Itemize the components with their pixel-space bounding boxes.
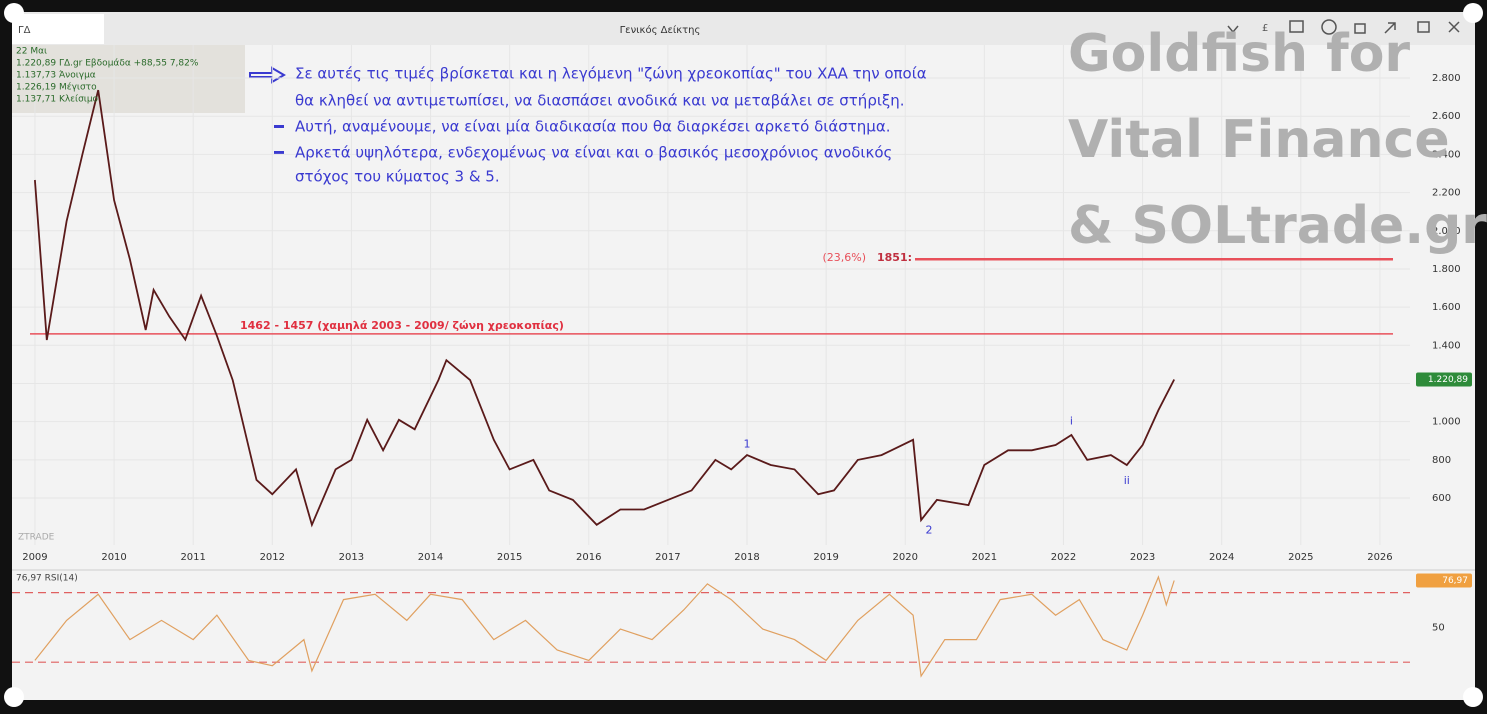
dropdown[interactable] (1227, 25, 1239, 34)
y-tick-label: 1.000 (1432, 417, 1461, 428)
series-line (34, 89, 1176, 528)
x-tick-label: 2011 (180, 552, 205, 563)
x-tick-label: 2014 (418, 552, 443, 563)
corner-handle[interactable] (1463, 3, 1483, 23)
logo: ZTRADE (18, 533, 55, 543)
note-line: Σε αυτές τις τιμές βρίσκεται και η λεγόμ… (295, 65, 927, 83)
corner-handle[interactable] (1463, 687, 1483, 707)
window-button[interactable] (1354, 23, 1366, 34)
level-label: 1462 - 1457 (χαμηλά 2003 - 2009/ ζώνη χρ… (240, 319, 564, 332)
window-button[interactable] (1289, 20, 1304, 33)
window-button[interactable] (1321, 19, 1337, 35)
y-tick-label: 50 (1432, 622, 1445, 633)
x-tick-label: 2009 (22, 552, 47, 563)
level-label: 1851: (877, 251, 912, 264)
level-prefix: (23,6%) (822, 251, 866, 264)
bullet (274, 125, 284, 128)
window (12, 12, 1475, 700)
x-tick-label: 2024 (1209, 552, 1234, 563)
y-tick-label: 800 (1432, 455, 1451, 466)
x-tick-label: 2016 (576, 552, 601, 563)
panel-title: 76,97 RSI(14) (16, 574, 78, 584)
chart-layer: 6008001.0001.2001.4001.6001.8002.0002.20… (12, 24, 1487, 678)
window-button[interactable] (1417, 21, 1430, 33)
y-tick-label: 2.400 (1432, 149, 1461, 160)
info-line: 1.137,73 Άνοιγμα (16, 71, 96, 81)
y-tick-label: 2.800 (1432, 73, 1461, 84)
x-axis-band (12, 545, 1410, 570)
wave-label: ii (1124, 474, 1130, 487)
y-tick-label: 1.600 (1432, 302, 1461, 313)
y-tick-label: 2.600 (1432, 111, 1461, 122)
x-tick-label: 2013 (339, 552, 364, 563)
last-value-label: 76,97 (1442, 576, 1468, 586)
y-tick-label: 1.800 (1432, 264, 1461, 275)
x-tick-label: 2025 (1288, 552, 1313, 563)
wave-label: 2 (925, 523, 932, 536)
x-tick-label: 2020 (893, 552, 918, 563)
corner-handle[interactable] (4, 687, 24, 707)
x-tick-label: 2019 (813, 552, 838, 563)
window-title: Γενικός Δείκτης (620, 24, 701, 36)
last-value-badge (1416, 573, 1472, 588)
symbol-tab[interactable] (12, 14, 104, 44)
note-line: Αρκετά υψηλότερα, ενδεχομένως να είναι κ… (295, 144, 892, 162)
close-button[interactable] (1448, 21, 1460, 33)
info-line: 1.226,19 Μέγιστο (16, 82, 97, 93)
x-tick-label: 2023 (1130, 552, 1155, 563)
watermark: Vital Finance (1068, 110, 1450, 170)
wave-label: 1 (743, 438, 750, 451)
bullet (274, 151, 284, 154)
x-tick-label: 2018 (734, 552, 759, 563)
note-line: Αυτή, αναμένουμε, να είναι μία διαδικασί… (295, 118, 890, 136)
last-value-badge (1416, 372, 1472, 387)
y-tick-label: 600 (1432, 493, 1451, 504)
corner-handle[interactable] (4, 3, 24, 23)
x-tick-label: 2010 (101, 552, 126, 563)
series-line (34, 575, 1175, 678)
y-tick-label: 2.200 (1432, 188, 1461, 199)
info-box (12, 45, 245, 113)
last-value-label: 1.220,89 (1428, 375, 1468, 385)
x-tick-label: 2022 (1051, 552, 1076, 563)
info-line: 22 Μαι (16, 47, 47, 57)
x-tick-label: 2017 (655, 552, 680, 563)
watermark: & SOLtrade.gr (1068, 196, 1487, 256)
note-line: θα κληθεί να αντιμετωπίσει, να διασπάσει… (295, 92, 905, 110)
x-tick-label: 2026 (1367, 552, 1392, 563)
x-tick-label: 2012 (260, 552, 285, 563)
y-tick-label: 2.000 (1432, 226, 1461, 237)
window-button[interactable] (1384, 22, 1396, 34)
info-line: 1.137,71 Κλείσιμο (16, 95, 99, 105)
wave-label: i (1070, 415, 1073, 428)
info-line: 1.220,89 ΓΔ.gr Εβδομάδα +88,55 7,82% (16, 59, 199, 69)
watermark: Goldfish for (1068, 24, 1410, 84)
note-line: στόχος του κύματος 3 & 5. (295, 168, 500, 186)
y-tick-label: 1.400 (1432, 340, 1461, 351)
x-tick-label: 2021 (972, 552, 997, 563)
title-bar (12, 12, 1475, 45)
x-tick-label: 2015 (497, 552, 522, 563)
window-button[interactable]: £ (1262, 23, 1268, 34)
symbol: ΓΔ (18, 25, 31, 36)
